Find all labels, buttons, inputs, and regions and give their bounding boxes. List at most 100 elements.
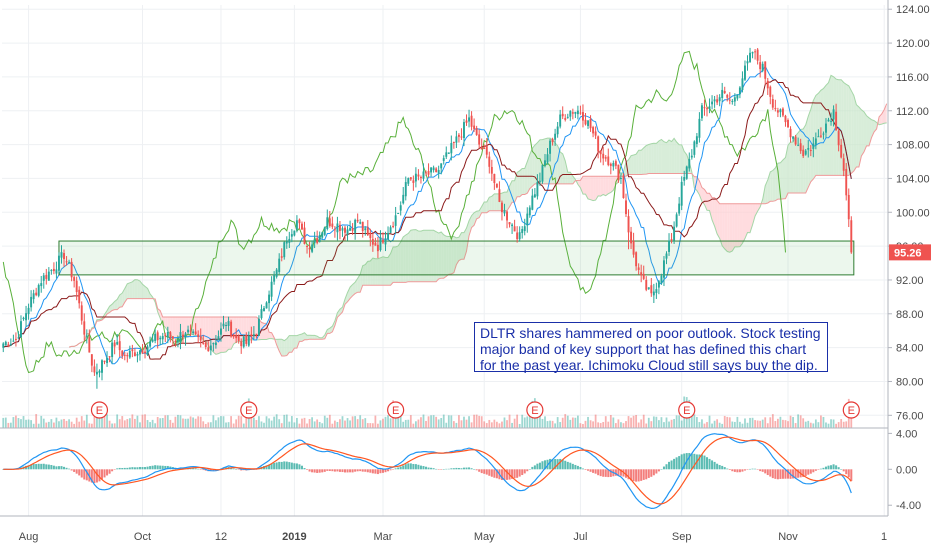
volume-bar: [164, 415, 167, 428]
macd-histogram-bar: [354, 469, 357, 472]
macd-histogram-bar: [493, 469, 496, 478]
cloud-segment: [127, 282, 130, 299]
volume-bar: [485, 423, 488, 428]
macd-histogram-bar: [759, 469, 762, 472]
cloud-segment: [443, 234, 447, 279]
macd-histogram-bar: [144, 467, 147, 470]
candle-body: [508, 222, 511, 225]
candle-body: [98, 370, 101, 373]
volume-bar: [655, 416, 658, 428]
macd-histogram-bar: [657, 469, 660, 472]
candle-body: [407, 178, 410, 184]
volume-bar: [716, 419, 719, 428]
volume-bar: [455, 422, 458, 428]
macd-histogram-bar: [576, 465, 579, 470]
macd-histogram-bar: [513, 469, 516, 479]
cloud-segment: [365, 261, 368, 286]
macd-histogram-bar: [457, 467, 460, 470]
candle-body: [536, 181, 539, 197]
volume-bar: [90, 423, 93, 428]
volume-bar: [501, 421, 503, 428]
cloud-segment: [590, 176, 594, 201]
macd-histogram-bar: [571, 463, 574, 470]
cloud-segment: [393, 246, 396, 283]
macd-histogram-bar: [123, 467, 126, 470]
macd-histogram-bar: [419, 465, 422, 470]
candle-body: [465, 120, 468, 123]
volume-bar: [116, 414, 119, 428]
candle-body: [257, 318, 260, 336]
candle-body: [103, 360, 106, 363]
cloud-segment: [853, 95, 857, 172]
macd-histogram-bar: [688, 453, 691, 470]
candle-body: [463, 122, 465, 138]
candle-body: [587, 120, 589, 126]
candle-body: [260, 309, 263, 319]
macd-histogram-bar: [536, 463, 539, 470]
candle-body: [804, 150, 807, 155]
macd-histogram-bar: [273, 462, 276, 470]
macd-histogram-bar: [827, 465, 830, 470]
macd-histogram-bar: [116, 468, 119, 470]
candle-body: [602, 153, 605, 159]
cloud-segment: [264, 323, 267, 340]
volume-bar: [27, 419, 30, 428]
cloud-segment: [815, 93, 819, 176]
volume-bar: [141, 414, 144, 428]
macd-histogram-bar: [832, 464, 835, 470]
volume-bar: [723, 415, 726, 428]
candle-body: [123, 354, 126, 356]
macd-histogram-bar: [159, 465, 162, 470]
volume-bar: [50, 419, 53, 428]
volume-bar: [668, 421, 670, 428]
macd-histogram-bar: [581, 468, 584, 470]
candle-body: [278, 258, 281, 273]
volume-bar: [784, 420, 787, 428]
candle-body: [645, 279, 648, 290]
macd-histogram-bar: [222, 467, 225, 470]
volume-bar: [703, 423, 706, 428]
volume-bar: [280, 423, 283, 428]
macd-histogram-bar: [526, 469, 529, 472]
annotation-box: DLTR shares hammered on poor outlook. St…: [474, 322, 828, 373]
macd-histogram-bar: [673, 458, 676, 470]
volume-bar: [693, 414, 696, 428]
macd-histogram-bar: [42, 463, 45, 470]
candle-body: [60, 252, 63, 258]
cloud-segment: [294, 335, 297, 349]
volume-bar: [174, 416, 177, 428]
volume-bar: [311, 417, 313, 428]
macd-histogram-bar: [721, 465, 724, 470]
cloud-segment: [476, 210, 480, 219]
macd-histogram-bar: [465, 467, 468, 470]
macd-histogram-bar: [242, 469, 245, 471]
macd-histogram-bar: [268, 464, 271, 470]
candle-body: [303, 227, 306, 244]
macd-histogram-bar: [280, 461, 283, 470]
candle-body: [199, 336, 202, 341]
macd-histogram-bar: [384, 469, 387, 473]
candle-body: [511, 224, 514, 227]
candle-body: [30, 296, 33, 308]
candle-body: [263, 308, 265, 312]
candle-body: [364, 228, 367, 231]
candle-body: [397, 212, 400, 214]
cloud-segment: [577, 180, 581, 188]
candle-body: [250, 334, 253, 337]
volume-bar: [85, 414, 88, 428]
volume-bar: [744, 418, 746, 428]
candle-body: [422, 171, 425, 179]
volume-bar: [63, 418, 65, 428]
candle-body: [685, 166, 688, 179]
candle-body: [161, 336, 164, 340]
candle-body: [164, 334, 167, 336]
earnings-marker-label: E: [392, 405, 399, 417]
candle-body: [230, 321, 233, 337]
volume-bar: [625, 421, 627, 428]
volume-bar: [564, 414, 567, 428]
volume-bar: [726, 416, 729, 428]
volume-bar: [761, 419, 764, 428]
volume-bar: [460, 420, 463, 428]
cloud-segment: [456, 237, 459, 265]
